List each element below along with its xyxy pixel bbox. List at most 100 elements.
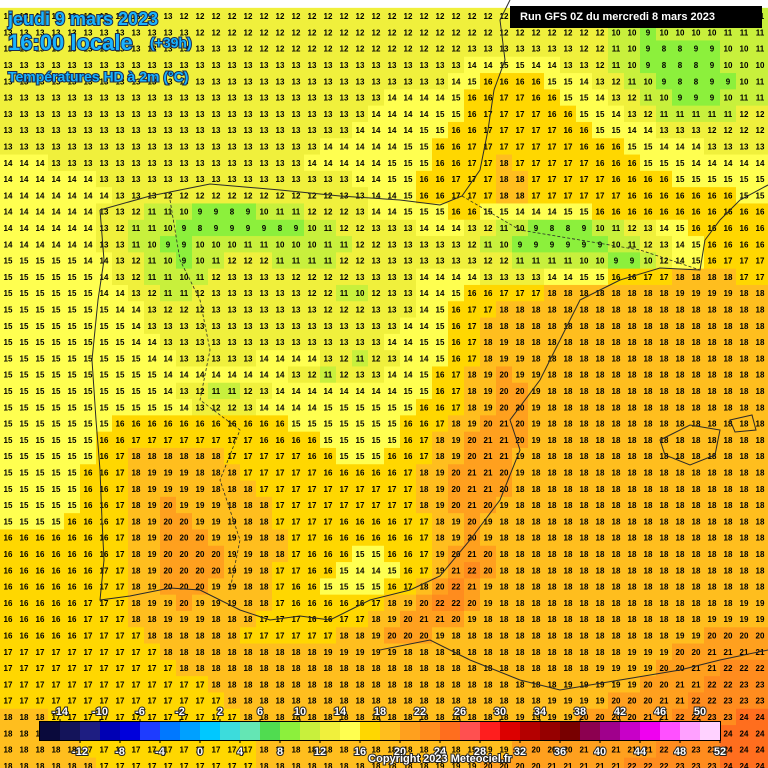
temperature-value: 18 [260,599,269,608]
grid-cell [80,89,96,107]
temperature-value: 18 [548,648,557,657]
temperature-value: 12 [324,191,333,200]
temperature-value: 18 [308,697,317,706]
temperature-value: 12 [580,28,589,37]
temperature-value: 18 [564,420,573,429]
temperature-value: 15 [308,420,317,429]
colorbar-label: 26 [454,706,466,718]
temperature-value: 16 [660,191,669,200]
temperature-value: 17 [116,648,125,657]
temperature-value: 18 [724,354,733,363]
temperature-value: 17 [100,648,109,657]
temperature-value: 15 [564,77,573,86]
temperature-value: 13 [324,126,333,135]
temperature-value: 18 [68,762,77,768]
grid-cell [288,89,304,107]
temperature-value: 17 [116,615,125,624]
temperature-value: 18 [564,371,573,380]
temperature-value: 17 [484,110,493,119]
temperature-value: 18 [628,632,637,641]
grid-cell [624,105,640,123]
temperature-value: 13 [244,403,253,412]
temperature-value: 18 [740,338,749,347]
temperature-value: 17 [164,664,173,673]
temperature-value: 18 [292,697,301,706]
temperature-value: 14 [52,224,61,233]
temperature-value: 18 [612,632,621,641]
temperature-value: 11 [484,240,493,249]
temperature-value: 19 [148,583,157,592]
temperature-value: 18 [676,338,685,347]
temperature-value: 11 [164,289,173,298]
colorbar-cell [200,722,220,740]
temperature-value: 10 [500,240,509,249]
temperature-value: 10 [596,257,605,266]
temperature-value: 16 [68,615,77,624]
temperature-value: 18 [532,452,541,461]
temperature-value: 18 [548,534,557,543]
temperature-value: 15 [356,420,365,429]
temperature-value: 18 [20,713,29,722]
temperature-value: 19 [340,648,349,657]
temperature-value: 18 [596,599,605,608]
temperature-value: 22 [756,664,765,673]
temperature-value: 12 [212,12,221,21]
temperature-value: 16 [420,191,429,200]
temperature-value: 20 [180,599,189,608]
temperature-value: 12 [308,28,317,37]
temperature-value: 18 [132,566,141,575]
temperature-value: 21 [612,762,621,768]
grid-cell [272,121,288,139]
temperature-value: 16 [452,126,461,135]
temperature-value: 16 [692,208,701,217]
temperature-value: 15 [100,306,109,315]
temperature-value: 15 [4,289,13,298]
temperature-value: 17 [308,501,317,510]
temperature-value: 11 [244,240,253,249]
colorbar-label: 30 [494,706,506,718]
temperature-value: 13 [228,110,237,119]
grid-cell [64,105,80,123]
temperature-value: 12 [292,28,301,37]
temperature-value: 18 [516,697,525,706]
colorbar-cell [700,722,720,740]
temperature-value: 13 [260,338,269,347]
temperature-value: 19 [228,566,237,575]
temperature-value: 18 [596,632,605,641]
temperature-value: 13 [164,12,173,21]
temperature-value: 18 [276,713,285,722]
temperature-value: 18 [260,550,269,559]
grid-cell [448,40,464,58]
temperature-value: 23 [740,697,749,706]
temperature-value: 16 [420,420,429,429]
grid-cell [752,56,768,74]
temperature-value: 12 [132,208,141,217]
temperature-value: 18 [500,648,509,657]
temperature-value: 21 [500,452,509,461]
temperature-value: 13 [116,175,125,184]
colorbar-label: 4 [237,746,244,758]
temperature-value: 18 [516,534,525,543]
colorbar-label: 42 [614,706,626,718]
temperature-value: 18 [404,680,413,689]
grid-cell [192,105,208,123]
temperature-value: 18 [692,273,701,282]
temperature-value: 13 [660,240,669,249]
colorbar-label: -12 [72,746,88,758]
temperature-value: 17 [532,110,541,119]
temperature-value: 18 [52,762,61,768]
temperature-value: 17 [532,126,541,135]
grid-cell [256,40,272,58]
temperature-value: 13 [724,143,733,152]
temperature-value: 18 [436,534,445,543]
temperature-value: 16 [548,94,557,103]
temperature-value: 15 [36,517,45,526]
temperature-value: 10 [740,45,749,54]
temperature-value: 18 [612,452,621,461]
temperature-value: 18 [372,680,381,689]
temperature-value: 11 [692,110,701,119]
temperature-value: 13 [276,289,285,298]
temperature-value: 14 [84,257,93,266]
temperature-value: 15 [36,485,45,494]
temperature-value: 13 [356,371,365,380]
